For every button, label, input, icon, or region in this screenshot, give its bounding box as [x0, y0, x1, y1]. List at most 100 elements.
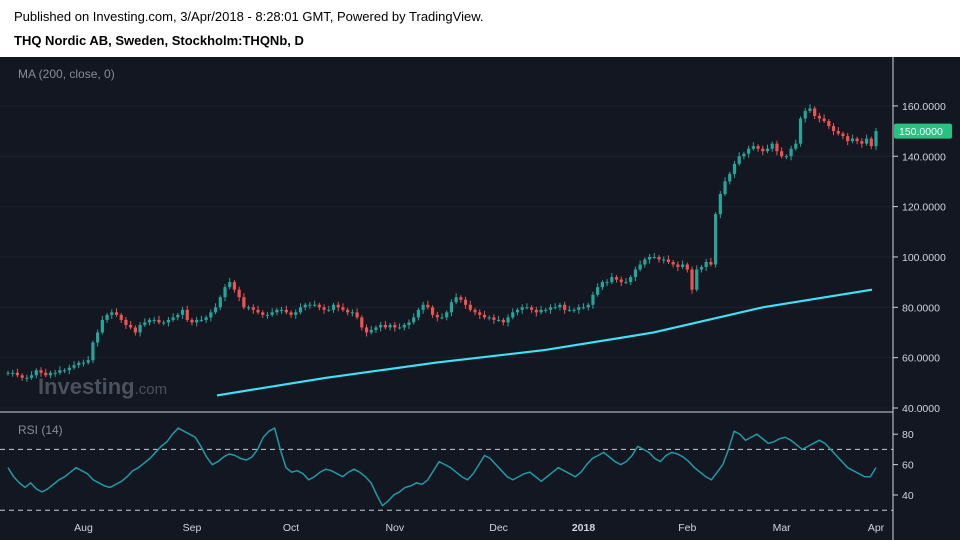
candle-body	[298, 307, 303, 313]
price-tick-label: 60.0000	[902, 353, 940, 365]
candle-body	[553, 307, 557, 309]
candle-body	[487, 317, 491, 319]
candle-body	[100, 319, 104, 333]
candle-body	[638, 264, 642, 270]
candle-body	[143, 322, 147, 325]
candle-body	[586, 304, 590, 308]
candle-body	[133, 327, 137, 333]
candle-body	[463, 299, 468, 305]
candle-body	[105, 314, 109, 320]
candle-body	[454, 297, 458, 303]
candle-body	[629, 277, 633, 283]
candle-body	[6, 372, 10, 374]
candle-body	[440, 317, 444, 319]
candle-body	[48, 372, 53, 376]
candle-body	[784, 156, 788, 158]
candle-body	[190, 319, 194, 323]
candle-body	[530, 307, 534, 310]
candle-body	[246, 307, 251, 309]
candle-body	[497, 319, 501, 321]
candle-body	[789, 148, 793, 157]
candle-body	[699, 267, 704, 270]
candle-body	[341, 307, 345, 310]
price-tick-label: 140.0000	[902, 151, 946, 163]
candle-body	[39, 370, 43, 373]
time-axis: Aug Sep Oct Nov Dec 2018 Feb Mar Apr	[74, 522, 885, 534]
candle-body	[265, 314, 270, 316]
candle-body	[577, 307, 581, 310]
candle-body	[742, 153, 746, 157]
candle-body	[15, 372, 20, 376]
candle-body	[119, 314, 123, 320]
candle-body	[534, 309, 538, 313]
candle-body	[77, 362, 81, 366]
candle-body	[732, 163, 737, 174]
candle-body	[468, 304, 472, 310]
candle-body	[619, 279, 623, 283]
candle-body	[166, 319, 170, 323]
ma-indicator-label: MA (200, close, 0)	[18, 67, 115, 81]
candle-body	[567, 309, 571, 311]
price-tick-label: 100.0000	[902, 252, 946, 264]
time-tick-label: Apr	[868, 522, 885, 534]
time-tick-label: Sep	[183, 522, 202, 534]
candle-body	[445, 312, 449, 318]
rsi-indicator-label: RSI (14)	[18, 423, 63, 437]
candle-body	[72, 365, 76, 368]
time-tick-label: Oct	[283, 522, 299, 534]
candle-body	[718, 194, 722, 215]
candle-body	[874, 131, 878, 147]
candle-body	[596, 287, 600, 295]
candle-body	[662, 259, 666, 261]
candle-body	[242, 297, 246, 308]
candle-body	[709, 261, 713, 265]
candle-body	[756, 146, 760, 149]
candle-body	[152, 319, 156, 321]
candle-body	[58, 370, 62, 373]
candle-body	[685, 264, 689, 270]
price-tick-label: 120.0000	[902, 202, 946, 214]
candle-body	[704, 261, 708, 268]
candle-body	[364, 327, 369, 333]
candle-body	[544, 309, 548, 311]
candle-body	[478, 312, 482, 315]
candle-body	[195, 319, 199, 323]
candle-body	[520, 307, 524, 310]
candle-body	[53, 372, 57, 374]
candle-body	[157, 319, 161, 323]
candle-body	[633, 269, 638, 278]
time-tick-label: Mar	[773, 522, 792, 534]
candle-body	[393, 324, 397, 328]
candle-body	[171, 317, 175, 320]
candle-body	[416, 309, 421, 318]
price-chart[interactable]: Investing.com 160.0000 140.0000 120.0000 10…	[0, 57, 960, 540]
candle-body	[331, 304, 336, 310]
candle-body	[501, 319, 505, 323]
last-price-label: 150.0000	[899, 126, 943, 138]
candle-body	[256, 309, 260, 313]
candle-body	[473, 309, 477, 313]
candle-body	[270, 312, 274, 315]
candle-body	[860, 141, 864, 144]
candle-body	[813, 108, 817, 116]
candle-body	[379, 324, 383, 328]
candle-body	[138, 324, 142, 333]
candle-body	[831, 126, 836, 132]
candle-body	[261, 312, 265, 315]
ma-line	[216, 288, 873, 397]
symbol-title: THQ Nordic AB, Sweden, Stockholm:THQNb, …	[14, 33, 304, 48]
candle-body	[350, 312, 354, 314]
candle-body	[572, 309, 576, 311]
candle-body	[808, 108, 812, 111]
candles	[6, 104, 878, 382]
candle-body	[110, 312, 114, 315]
candle-body	[558, 304, 562, 308]
candle-body	[780, 151, 784, 157]
candle-body	[383, 324, 387, 328]
candle-body	[374, 327, 378, 330]
candle-body	[124, 319, 128, 325]
candle-body	[232, 282, 237, 290]
candle-body	[614, 277, 619, 280]
candle-body	[369, 329, 373, 333]
time-tick-label: Dec	[489, 522, 508, 534]
